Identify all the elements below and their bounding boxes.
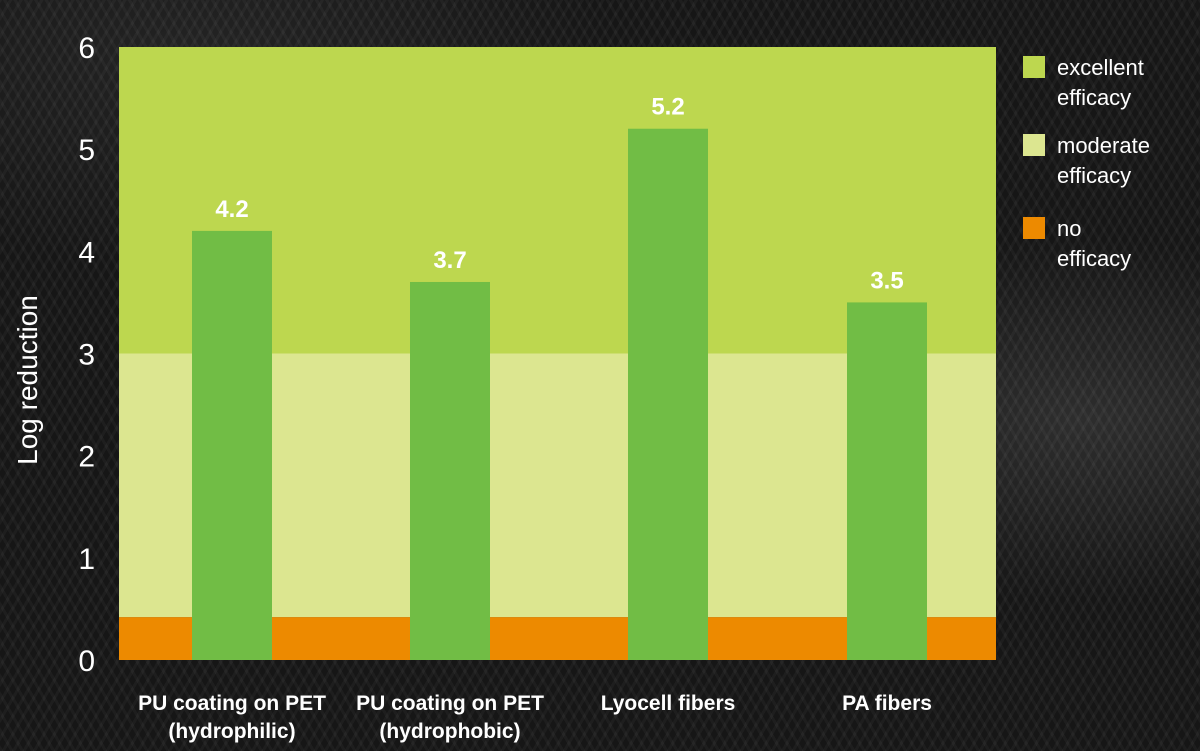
- legend-label-1-line-1: excellent: [1057, 55, 1144, 80]
- value-label-3: 5.2: [651, 94, 684, 121]
- bar-4: [847, 302, 927, 660]
- bar-1: [192, 230, 272, 660]
- y-axis-ticks: 0 1 2 3 4 5 6: [78, 32, 95, 678]
- category-label-1-line-2: (hydrophilic): [168, 720, 295, 743]
- y-tick-3: 3: [78, 339, 95, 372]
- legend-swatch-2: [1023, 134, 1045, 156]
- y-tick-2: 2: [78, 441, 95, 474]
- category-label-2-line-1: PU coating on PET: [356, 692, 544, 715]
- legend: excellent efficacy moderate efficacy no effic…: [1023, 55, 1150, 271]
- bar-3: [628, 128, 708, 660]
- legend-label-2-line-1: moderate: [1057, 133, 1150, 158]
- legend-swatch-1: [1023, 56, 1045, 78]
- legend-label-3-line-2: efficacy: [1057, 246, 1131, 271]
- y-tick-0: 0: [78, 645, 95, 678]
- y-tick-1: 1: [78, 543, 95, 576]
- y-tick-6: 6: [78, 32, 95, 65]
- legend-label-1-line-2: efficacy: [1057, 85, 1131, 110]
- category-label-1-line-1: PU coating on PET: [138, 692, 326, 715]
- x-axis-categories: PU coating on PET (hydrophilic) PU coating…: [138, 692, 932, 743]
- category-label-3-line-1: Lyocell fibers: [601, 692, 736, 715]
- bar-2: [410, 281, 490, 660]
- value-label-1: 4.2: [215, 196, 248, 223]
- legend-label-2-line-2: efficacy: [1057, 163, 1131, 188]
- y-tick-5: 5: [78, 134, 95, 167]
- y-axis-label: Log reduction: [12, 295, 43, 465]
- y-tick-4: 4: [78, 236, 95, 269]
- category-label-4-line-1: PA fibers: [842, 692, 932, 715]
- value-label-2: 3.7: [433, 247, 466, 274]
- category-label-2-line-2: (hydrophobic): [379, 720, 520, 743]
- value-label-4: 3.5: [870, 267, 903, 294]
- legend-swatch-3: [1023, 217, 1045, 239]
- legend-label-3-line-1: no: [1057, 216, 1081, 241]
- bars-group: [192, 128, 927, 660]
- value-labels-group: 4.2 3.7 5.2 3.5: [215, 94, 903, 295]
